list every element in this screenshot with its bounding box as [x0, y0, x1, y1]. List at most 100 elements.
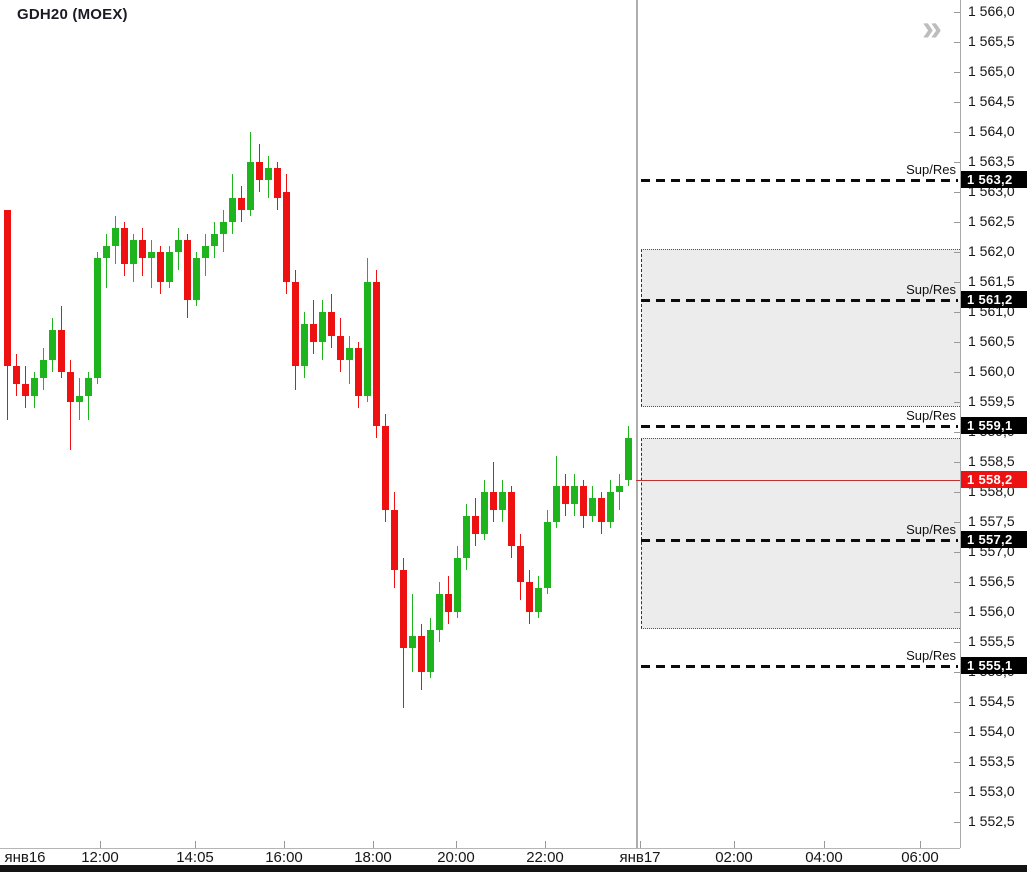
sup-res-line [641, 539, 958, 542]
candle-body [454, 558, 461, 612]
candle-body [58, 330, 65, 372]
candle-wick [151, 240, 152, 288]
time-axis-label: 12:00 [81, 849, 119, 866]
symbol-title: GDH20 (MOEX) [17, 6, 128, 23]
horizontal-scrollbar[interactable] [0, 865, 1027, 872]
candle-body [445, 594, 452, 612]
time-axis-label: янв16 [4, 849, 46, 866]
candle-body [526, 582, 533, 612]
candle-body [598, 498, 605, 522]
last-price-line [636, 480, 960, 481]
sup-res-label: Sup/Res [906, 282, 956, 297]
candle-body [247, 162, 254, 210]
sup-res-label: Sup/Res [906, 162, 956, 177]
time-axis-label: 14:05 [176, 849, 214, 866]
candle-body [589, 498, 596, 516]
candle-body [211, 234, 218, 246]
candle-body [112, 228, 119, 246]
candle-body [607, 492, 614, 522]
sup-res-line [641, 299, 958, 302]
candle-body [499, 492, 506, 510]
candle-body [13, 366, 20, 384]
candle-body [328, 312, 335, 336]
candle-body [364, 282, 371, 396]
candle-body [562, 486, 569, 504]
candle-body [373, 282, 380, 426]
candle-wick [412, 594, 413, 672]
candle-body [400, 570, 407, 648]
candle-body [4, 210, 11, 366]
candle-body [337, 336, 344, 360]
candle-body [463, 516, 470, 558]
candle-body [202, 246, 209, 258]
candle-body [436, 594, 443, 630]
candle-body [184, 240, 191, 300]
candle-wick [70, 360, 71, 450]
candle-body [490, 492, 497, 510]
sup-res-line [641, 179, 958, 182]
sup-res-line [641, 665, 958, 668]
candle-body [238, 198, 245, 210]
candle-body [229, 198, 236, 222]
time-axis-label: 04:00 [805, 849, 843, 866]
candle-body [409, 636, 416, 648]
time-axis-line [0, 848, 960, 849]
collapse-panel-icon[interactable]: » [922, 7, 943, 48]
candle-body [292, 282, 299, 366]
candle-body [94, 258, 101, 378]
candle-body [391, 510, 398, 570]
price-axis[interactable] [961, 0, 1027, 848]
price-chart-canvas[interactable]: Sup/Res Sup/Res Sup/Res Sup/Res Sup/Res [0, 0, 960, 848]
candle-body [40, 360, 47, 378]
time-axis[interactable]: янв16 12:00 14:05 16:00 18:00 20:00 22:00 янв17… [0, 848, 1027, 866]
candle-body [139, 240, 146, 258]
candle-body [130, 240, 137, 264]
candle-body [616, 486, 623, 492]
candle-body [283, 192, 290, 282]
candle-body [67, 372, 74, 402]
candle-wick [106, 234, 107, 288]
candle-body [580, 486, 587, 516]
time-axis-label: янв17 [619, 849, 661, 866]
candle-body [382, 426, 389, 510]
candle-body [418, 636, 425, 672]
candle-body [148, 252, 155, 258]
candle-body [625, 438, 632, 480]
candle-body [22, 384, 29, 396]
candle-body [220, 222, 227, 234]
candle-body [193, 258, 200, 300]
candle-wick [88, 372, 89, 420]
time-axis-label: 18:00 [354, 849, 392, 866]
time-axis-label: 02:00 [715, 849, 753, 866]
time-axis-label: 06:00 [901, 849, 939, 866]
candle-body [346, 348, 353, 360]
sup-res-label: Sup/Res [906, 648, 956, 663]
candle-body [481, 492, 488, 534]
candle-body [256, 162, 263, 180]
support-resistance-zone [641, 249, 960, 407]
candle-body [175, 240, 182, 252]
candle-body [157, 252, 164, 282]
candle-body [301, 324, 308, 366]
candle-body [535, 588, 542, 612]
candle-body [571, 486, 578, 504]
candle-body [274, 168, 281, 198]
candle-body [31, 378, 38, 396]
candle-body [508, 492, 515, 546]
candle-wick [619, 474, 620, 510]
candle-body [265, 168, 272, 180]
candle-body [103, 246, 110, 258]
time-axis-label: 16:00 [265, 849, 303, 866]
candle-body [553, 486, 560, 522]
candle-body [166, 252, 173, 282]
candle-body [76, 396, 83, 402]
candle-body [121, 228, 128, 264]
candle-body [319, 312, 326, 342]
session-start-line [636, 0, 638, 848]
candle-wick [349, 336, 350, 384]
time-axis-label: 20:00 [437, 849, 475, 866]
candle-body [85, 378, 92, 396]
candle-body [517, 546, 524, 582]
time-axis-label: 22:00 [526, 849, 564, 866]
